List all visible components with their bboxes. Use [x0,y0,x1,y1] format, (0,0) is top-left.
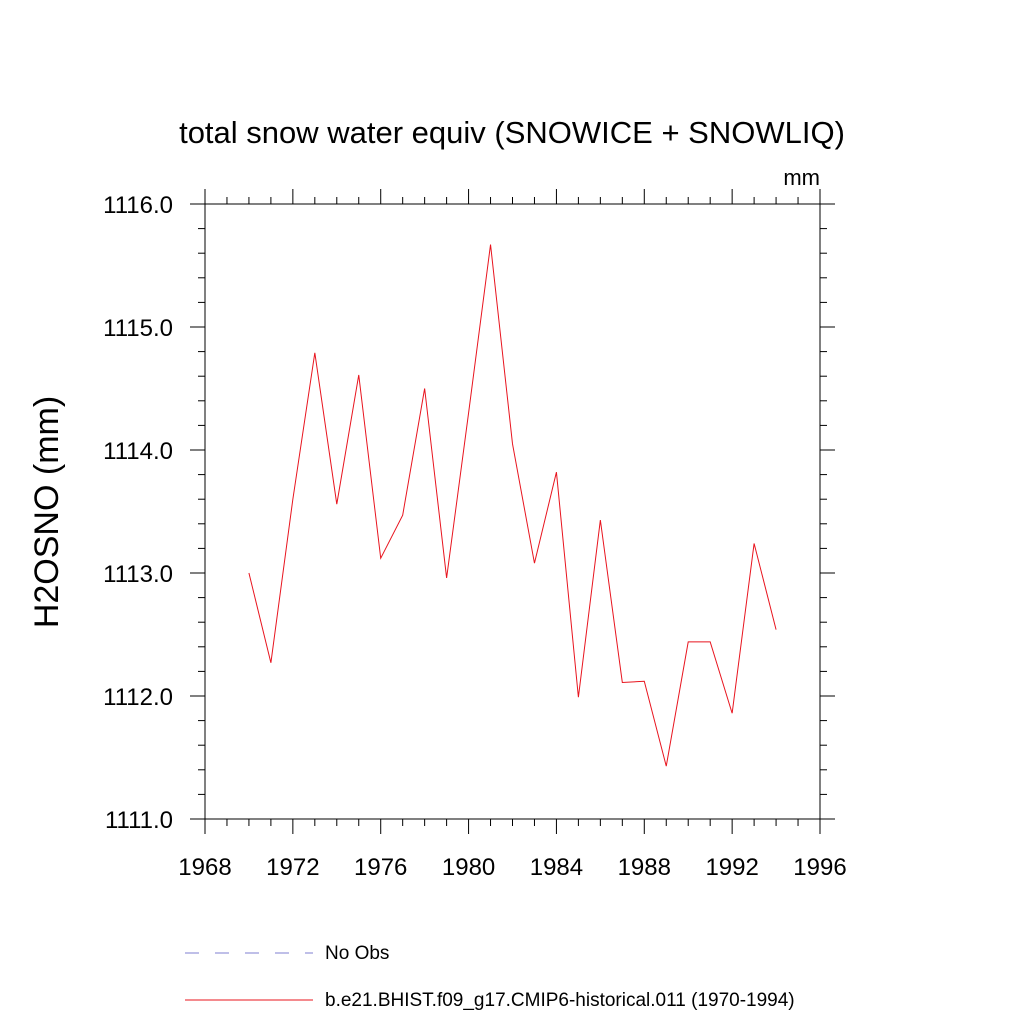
y-tick-label: 1114.0 [103,438,173,465]
x-tick-label: 1996 [793,854,846,881]
y-tick-label: 1113.0 [103,561,173,588]
legend: No Obs b.e21.BHIST.f09_g17.CMIP6-histori… [185,943,795,1011]
x-tick-label: 1968 [178,854,231,881]
legend-label-no-obs: No Obs [325,943,389,964]
plot-frame [204,203,821,820]
y-tick-label: 1116.0 [103,192,173,219]
axis-ticks [190,189,835,834]
x-tick-label: 1972 [266,854,319,881]
x-tick-label: 1980 [442,854,495,881]
y-tick-label: 1111.0 [105,807,173,834]
y-axis-label: H2OSNO (mm) [28,396,66,628]
x-tick-label: 1988 [618,854,671,881]
legend-label-historical: b.e21.BHIST.f09_g17.CMIP6-historical.011… [325,990,795,1011]
x-tick-label: 1992 [705,854,758,881]
y-tick-label: 1112.0 [103,684,173,711]
y-tick-label: 1115.0 [103,315,173,342]
x-tick-label: 1976 [354,854,407,881]
x-tick-label: 1984 [530,854,583,881]
y-tick-labels: 1111.0 1112.0 1113.0 1114.0 1115.0 1116.0 [103,192,173,834]
chart-title: total snow water equiv (SNOWICE + SNOWLI… [179,115,845,150]
series-group [248,244,777,767]
series-line-1 [248,244,777,767]
units-label: mm [783,165,820,190]
x-tick-labels: 1968 1972 1976 1980 1984 1988 1992 1996 [178,854,846,881]
